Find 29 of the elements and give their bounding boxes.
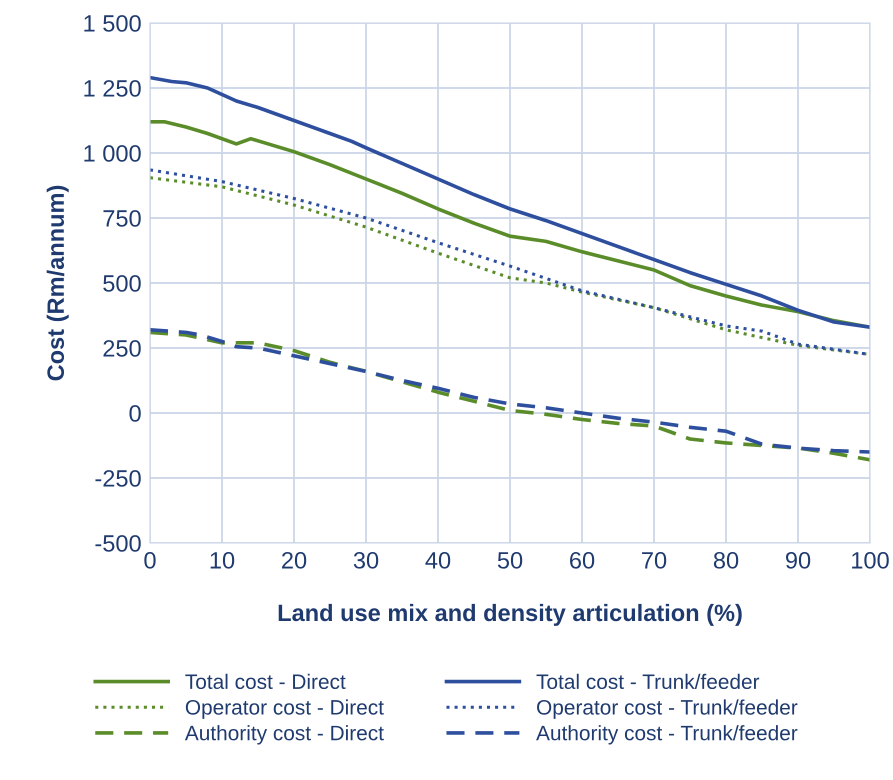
legend-label: Operator cost - Direct: [186, 699, 384, 719]
legend-label: Operator cost - Trunk/feeder: [537, 699, 798, 719]
x-tick-label: 10: [210, 552, 234, 569]
y-tick-label: 1 500: [84, 15, 141, 32]
y-tick-label: 1 250: [84, 80, 141, 97]
x-tick-label: 20: [282, 552, 306, 569]
y-tick-label: 1 000: [84, 145, 141, 162]
y-tick-label: -250: [95, 470, 141, 487]
y-tick-label: 750: [103, 210, 141, 227]
x-tick-label: 70: [642, 552, 666, 569]
y-tick-label: -500: [95, 535, 141, 552]
y-tick-label: 250: [103, 340, 141, 357]
x-tick-label: 0: [144, 552, 156, 569]
y-axis-title: Cost (Rm/annum): [46, 186, 69, 380]
x-tick-label: 90: [786, 552, 810, 569]
x-axis-title: Land use mix and density articulation (%): [278, 604, 742, 626]
x-tick-label: 80: [714, 552, 738, 569]
legend-label: Total cost - Trunk/feeder: [536, 674, 760, 690]
x-tick-label: 50: [498, 552, 522, 569]
legend-label: Authority cost - Trunk/feeder: [536, 725, 798, 745]
legend-label: Total cost - Direct: [185, 674, 346, 690]
y-tick-label: 0: [129, 405, 141, 422]
x-tick-label: 30: [354, 552, 378, 569]
y-tick-label: 500: [103, 275, 141, 292]
legend-label: Authority cost - Direct: [184, 725, 384, 745]
line-series: [150, 76, 870, 330]
x-tick-label: 60: [570, 552, 594, 569]
x-tick-label: 100: [852, 552, 889, 569]
x-tick-label: 40: [425, 552, 450, 569]
